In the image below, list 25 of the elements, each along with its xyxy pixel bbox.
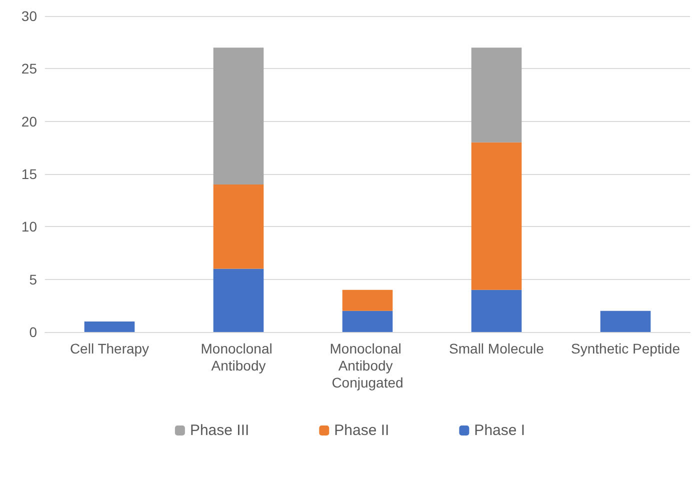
y-tick-label: 15 [21, 166, 38, 182]
bar [213, 184, 264, 269]
legend-label: Phase I [474, 422, 526, 439]
bar [84, 321, 135, 332]
y-tick-label: 5 [29, 271, 38, 288]
y-tick-label: 25 [21, 60, 38, 77]
x-tick-label: Small Molecule [449, 340, 544, 356]
y-tick-label: 20 [21, 113, 38, 130]
bar [471, 290, 522, 332]
bar [471, 142, 522, 290]
legend-label: Phase II [334, 422, 390, 439]
x-tick-label: Monoclonal Antibody Conjugated [330, 340, 406, 390]
bar [342, 290, 393, 311]
bar [471, 48, 522, 142]
y-tick-label: 0 [29, 324, 38, 340]
bar [342, 310, 393, 332]
x-tick-label: Cell Therapy [70, 340, 150, 356]
bar [213, 268, 264, 332]
y-tick-label: 30 [21, 8, 38, 24]
bar [600, 310, 651, 332]
bar [213, 48, 264, 185]
y-tick-label: 10 [21, 218, 38, 235]
legend-label: Phase III [190, 422, 250, 439]
x-tick-label: Monoclonal Antibody [200, 340, 276, 374]
x-tick-label: Synthetic Peptide [571, 340, 680, 356]
